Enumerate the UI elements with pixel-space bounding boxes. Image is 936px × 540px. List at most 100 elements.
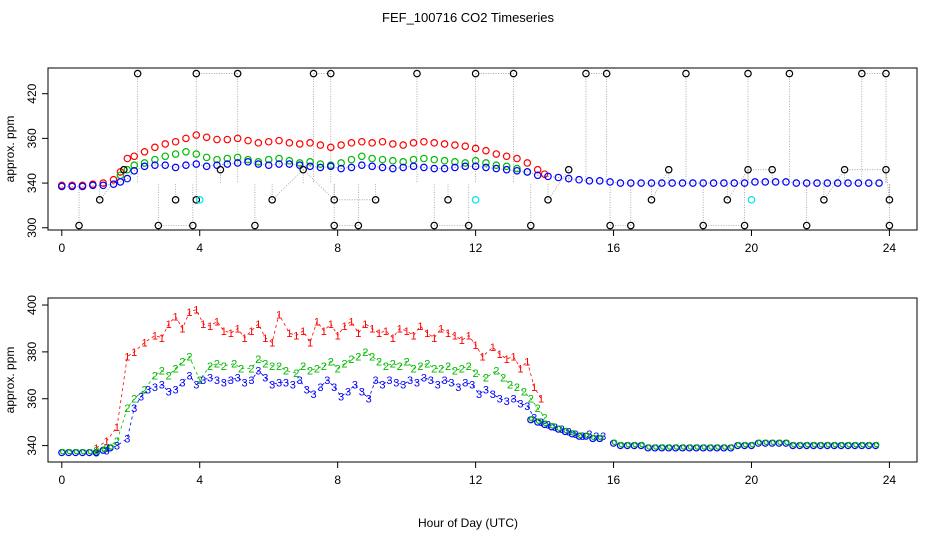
data-point-overlay: [632, 441, 639, 448]
data-point-digit: 1: [369, 323, 375, 335]
data-point: [192, 196, 201, 204]
data-point: [492, 164, 501, 173]
data-point: [161, 161, 170, 170]
data-point-overlay: [660, 444, 666, 450]
data-point: [820, 196, 828, 204]
data-point: [858, 69, 866, 78]
data-point-digit: 1: [362, 319, 368, 331]
data-point-overlay: [811, 441, 818, 448]
data-point: [409, 162, 418, 171]
data-point-digit: 2: [231, 359, 237, 371]
data-point: [747, 442, 756, 450]
data-point: [651, 444, 659, 452]
data-point: [268, 196, 276, 204]
series-connector: [885, 169, 890, 200]
data-point-overlay: [577, 432, 583, 439]
data-point: [513, 164, 521, 173]
data-point-digit: 1: [152, 330, 158, 342]
data-point-overlay: [73, 448, 80, 455]
data-point: [789, 442, 797, 450]
data-point: [57, 182, 66, 191]
x-tick-label: 12: [469, 473, 483, 487]
data-point: [251, 221, 259, 230]
data-point-overlay: [66, 448, 73, 455]
series-connector: [485, 167, 497, 169]
data-point: [844, 179, 852, 187]
data-point: [444, 196, 452, 204]
data-point-digit: 3: [393, 377, 399, 389]
data-point-digit: 2: [221, 361, 227, 373]
data-point: [678, 179, 687, 187]
data-point-digit: 2: [328, 356, 334, 368]
data-point-digit: 3: [159, 380, 165, 392]
data-point-digit: 1: [114, 422, 120, 434]
data-point-digit: 3: [114, 441, 120, 453]
data-point: [658, 444, 666, 452]
figure-title: FEF_100716 CO2 Timeseries: [382, 10, 554, 25]
data-point: [171, 150, 180, 158]
data-point-digit: 2: [514, 382, 520, 394]
data-point: [368, 162, 376, 171]
data-point-digit: 3: [510, 394, 516, 406]
data-point-digit: 1: [286, 328, 292, 340]
data-point-digit: 3: [255, 366, 261, 378]
data-point-digit: 2: [410, 363, 416, 375]
data-point-digit: 2: [179, 356, 185, 368]
data-point: [461, 142, 470, 151]
data-point-digit: 2: [390, 359, 396, 371]
top-panel: approx. ppm 0 4 8 12 16 20 24 300 340 360 420: [3, 67, 918, 255]
data-point: [316, 141, 325, 149]
data-point-overlay: [80, 448, 87, 455]
data-point: [844, 442, 852, 450]
series-line: [96, 309, 542, 449]
data-point-overlay: [715, 444, 721, 450]
data-point: [564, 174, 573, 183]
x-tick-label: 4: [196, 241, 203, 255]
series-connector: [268, 163, 280, 166]
data-point-digit: 2: [355, 352, 361, 364]
data-point-digit: 1: [214, 316, 220, 328]
data-point: [378, 155, 387, 164]
series-connector: [144, 164, 155, 167]
data-point: [616, 179, 625, 187]
data-point-overlay: [763, 439, 770, 446]
data-point: [451, 141, 459, 149]
data-point: [295, 159, 304, 167]
data-point-overlay: [542, 420, 549, 427]
data-point: [678, 444, 687, 452]
data-point-overlay: [87, 448, 94, 455]
data-point: [285, 160, 294, 168]
data-point-overlay: [722, 444, 728, 450]
series-connector: [413, 165, 424, 168]
data-point-digit: 2: [166, 370, 172, 382]
series-connector: [516, 170, 528, 173]
series-connector: [134, 165, 145, 172]
data-point-digit: 3: [359, 387, 365, 399]
data-point-digit: 1: [141, 338, 147, 350]
data-point-digit: 2: [276, 361, 282, 373]
data-point-digit: 2: [404, 356, 410, 368]
data-point-digit: 1: [193, 305, 199, 317]
data-point-digit: 1: [438, 323, 444, 335]
data-point-overlay: [804, 441, 811, 448]
data-point-digit: 3: [407, 375, 413, 387]
data-point: [471, 162, 480, 171]
data-point-digit: 1: [124, 352, 130, 364]
data-point-digit: 3: [497, 394, 503, 406]
data-point-digit: 2: [473, 368, 479, 380]
data-point: [78, 182, 87, 191]
data-point: [730, 179, 739, 187]
series-line: [96, 351, 545, 451]
data-point: [75, 221, 83, 230]
data-point: [120, 165, 128, 174]
data-point: [699, 444, 707, 452]
data-point: [720, 444, 728, 452]
data-point: [202, 133, 211, 142]
data-point-digit: 3: [145, 384, 151, 396]
data-point-overlay: [625, 441, 632, 448]
data-point-overlay: [101, 446, 107, 453]
y-tick-label: 340: [25, 173, 39, 193]
data-point-overlay: [749, 441, 756, 448]
data-point-digit: 2: [445, 361, 451, 373]
